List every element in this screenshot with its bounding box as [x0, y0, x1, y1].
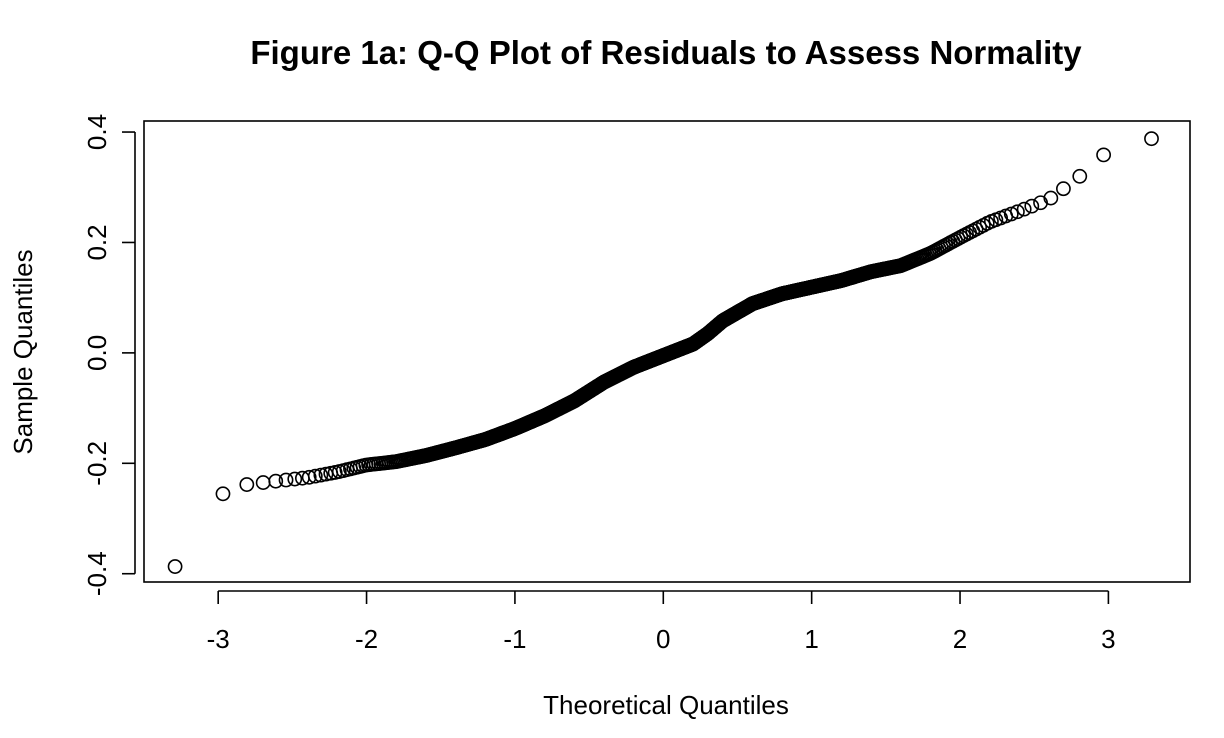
y-tick-label: -0.2 [82, 441, 112, 486]
data-points [167, 131, 1159, 574]
data-point [1056, 181, 1071, 197]
x-tick-label: 3 [1101, 624, 1115, 654]
data-point [301, 469, 317, 485]
data-point [1043, 190, 1059, 206]
data-point [167, 559, 183, 574]
data-point [1003, 206, 1019, 222]
y-tick-label: 0.0 [82, 335, 112, 371]
data-point [1072, 168, 1088, 184]
data-point [278, 472, 294, 488]
data-point [1010, 204, 1025, 220]
y-tick-label: 0.4 [82, 114, 112, 150]
data-point [1096, 147, 1112, 163]
x-tick-label: 2 [953, 624, 967, 654]
data-point [239, 477, 255, 492]
data-point [268, 473, 284, 489]
chart-title: Figure 1a: Q-Q Plot of Residuals to Asse… [250, 34, 1082, 71]
y-axis-label: Sample Quantiles [8, 249, 38, 454]
x-tick-label: -3 [207, 624, 230, 654]
data-point [1024, 198, 1040, 214]
x-tick-label: -2 [355, 624, 378, 654]
data-point [1016, 201, 1032, 217]
plot-frame [143, 120, 1191, 583]
data-point [313, 467, 329, 483]
y-tick-label: 0.2 [82, 224, 112, 260]
data-point [1144, 131, 1159, 147]
data-point [215, 486, 231, 502]
y-tick-label: -0.4 [82, 551, 112, 596]
x-axis: -3 -2 -1 0 1 2 3 [207, 590, 1116, 654]
x-tick-label: -1 [503, 624, 526, 654]
x-tick-label: 0 [656, 624, 670, 654]
x-axis-label: Theoretical Quantiles [543, 690, 789, 720]
data-point [255, 475, 271, 490]
data-point [307, 468, 323, 484]
y-axis: -0.4 -0.2 0.0 0.2 0.4 [82, 114, 136, 596]
x-tick-label: 1 [804, 624, 818, 654]
data-point [287, 471, 303, 487]
